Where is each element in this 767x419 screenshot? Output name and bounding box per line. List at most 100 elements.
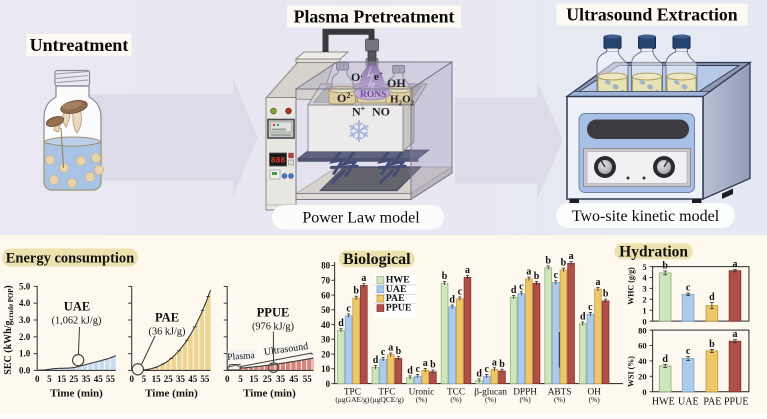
svg-text:Hydration: Hydration — [619, 244, 688, 261]
svg-text:0: 0 — [129, 374, 134, 384]
svg-text:Time (min): Time (min) — [243, 388, 296, 400]
svg-text:30: 30 — [321, 335, 331, 345]
svg-text:PPUE: PPUE — [257, 306, 290, 320]
svg-text:a: a — [388, 343, 393, 354]
svg-text:c: c — [554, 270, 559, 281]
svg-text:45: 45 — [188, 374, 198, 384]
svg-text:50: 50 — [321, 305, 331, 315]
svg-text:c: c — [485, 364, 490, 375]
svg-text:(%): (%) — [589, 395, 601, 404]
svg-text:c: c — [415, 364, 420, 375]
svg-text:c: c — [588, 302, 593, 313]
svg-text:35: 35 — [82, 374, 92, 384]
svg-text:Time (min): Time (min) — [145, 388, 198, 400]
svg-text:55: 55 — [106, 374, 116, 384]
svg-text:Energy consumption: Energy consumption — [6, 250, 135, 266]
svg-text:(%): (%) — [554, 395, 566, 404]
svg-text:b: b — [561, 258, 567, 269]
svg-text:80: 80 — [321, 261, 331, 271]
svg-text:b: b — [545, 255, 551, 266]
svg-text:(%): (%) — [416, 395, 428, 404]
svg-text:PAE: PAE — [703, 396, 721, 407]
svg-text:NO: NO — [372, 105, 390, 119]
svg-text:40: 40 — [638, 356, 647, 366]
svg-text:UAE: UAE — [678, 396, 699, 407]
svg-text:4.0: 4.0 — [19, 298, 31, 308]
svg-text:c: c — [346, 303, 351, 314]
svg-text:5.0: 5.0 — [19, 281, 31, 291]
svg-text:25: 25 — [164, 374, 174, 384]
svg-text:888: 888 — [271, 157, 286, 166]
svg-text:c: c — [686, 346, 691, 357]
svg-text:80: 80 — [638, 325, 647, 335]
svg-text:40: 40 — [321, 320, 331, 330]
svg-text:Plasma: Plasma — [227, 351, 256, 363]
svg-text:Power Law model: Power Law model — [302, 210, 420, 227]
svg-text:(976 kJ/g): (976 kJ/g) — [252, 322, 294, 333]
svg-text:15: 15 — [57, 374, 67, 384]
svg-text:PPUE: PPUE — [386, 303, 412, 314]
svg-text:a: a — [733, 329, 738, 340]
svg-text:Plasma Pretreatment: Plasma Pretreatment — [294, 7, 455, 27]
svg-text:a: a — [733, 259, 738, 270]
svg-text:c: c — [686, 283, 691, 294]
svg-text:PPUE: PPUE — [724, 396, 748, 407]
svg-text:5: 5 — [642, 262, 646, 272]
svg-text:5: 5 — [142, 374, 147, 384]
svg-text:b: b — [396, 346, 402, 357]
svg-text:55: 55 — [200, 374, 210, 384]
svg-text:0: 0 — [326, 379, 331, 389]
svg-text:1.0: 1.0 — [19, 349, 31, 359]
svg-text:5: 5 — [47, 374, 52, 384]
svg-text:0.0: 0.0 — [19, 365, 31, 375]
svg-text:d: d — [511, 285, 517, 296]
svg-text:(μgGAE/g): (μgGAE/g) — [335, 395, 370, 404]
svg-text:4: 4 — [642, 273, 647, 283]
svg-text:WSI (%): WSI (%) — [627, 356, 636, 387]
svg-text:b: b — [499, 359, 505, 370]
svg-text:2.0: 2.0 — [19, 332, 31, 342]
svg-text:c: c — [458, 286, 463, 297]
svg-text:HWE: HWE — [652, 396, 675, 407]
svg-text:UAE: UAE — [64, 300, 90, 314]
svg-text:d: d — [709, 292, 715, 303]
svg-text:45: 45 — [94, 374, 104, 384]
svg-text:b: b — [430, 359, 436, 370]
svg-text:Ultrasound Extraction: Ultrasound Extraction — [566, 5, 738, 25]
svg-text:10: 10 — [321, 364, 331, 374]
svg-text:RONS: RONS — [360, 90, 386, 100]
svg-text:25: 25 — [263, 374, 273, 384]
svg-text:0: 0 — [35, 374, 40, 384]
svg-text:45: 45 — [289, 374, 299, 384]
svg-text:Two-site kinetic model: Two-site kinetic model — [572, 208, 720, 225]
svg-text:3: 3 — [642, 284, 646, 294]
svg-text:b: b — [603, 289, 609, 300]
svg-text:b: b — [534, 271, 540, 282]
svg-text:(1,062 kJ/g): (1,062 kJ/g) — [52, 316, 102, 327]
svg-text:60: 60 — [321, 290, 331, 300]
svg-text:d: d — [373, 355, 379, 366]
svg-text:b: b — [662, 260, 668, 271]
svg-text:Biological: Biological — [343, 251, 411, 268]
svg-text:15: 15 — [152, 374, 162, 384]
svg-text:PAE: PAE — [155, 311, 179, 325]
svg-text:5: 5 — [238, 374, 243, 384]
svg-text:20: 20 — [321, 349, 331, 359]
svg-text:OH: OH — [387, 76, 406, 90]
svg-text:0: 0 — [642, 387, 646, 397]
svg-text:a: a — [492, 357, 497, 368]
svg-text:c: c — [381, 347, 386, 358]
svg-text:WHC (g/g): WHC (g/g) — [627, 267, 636, 305]
svg-text:b: b — [709, 339, 715, 350]
svg-text:a: a — [569, 251, 574, 262]
svg-text:b: b — [442, 271, 448, 282]
svg-text:35: 35 — [176, 374, 186, 384]
svg-text:d: d — [407, 365, 413, 376]
svg-text:35: 35 — [276, 374, 286, 384]
svg-text:15: 15 — [249, 374, 259, 384]
svg-text:d: d — [338, 318, 344, 329]
svg-text:60: 60 — [638, 341, 647, 351]
svg-text:b: b — [353, 286, 359, 297]
svg-text:25: 25 — [69, 374, 79, 384]
svg-text:Time (min): Time (min) — [50, 388, 103, 400]
